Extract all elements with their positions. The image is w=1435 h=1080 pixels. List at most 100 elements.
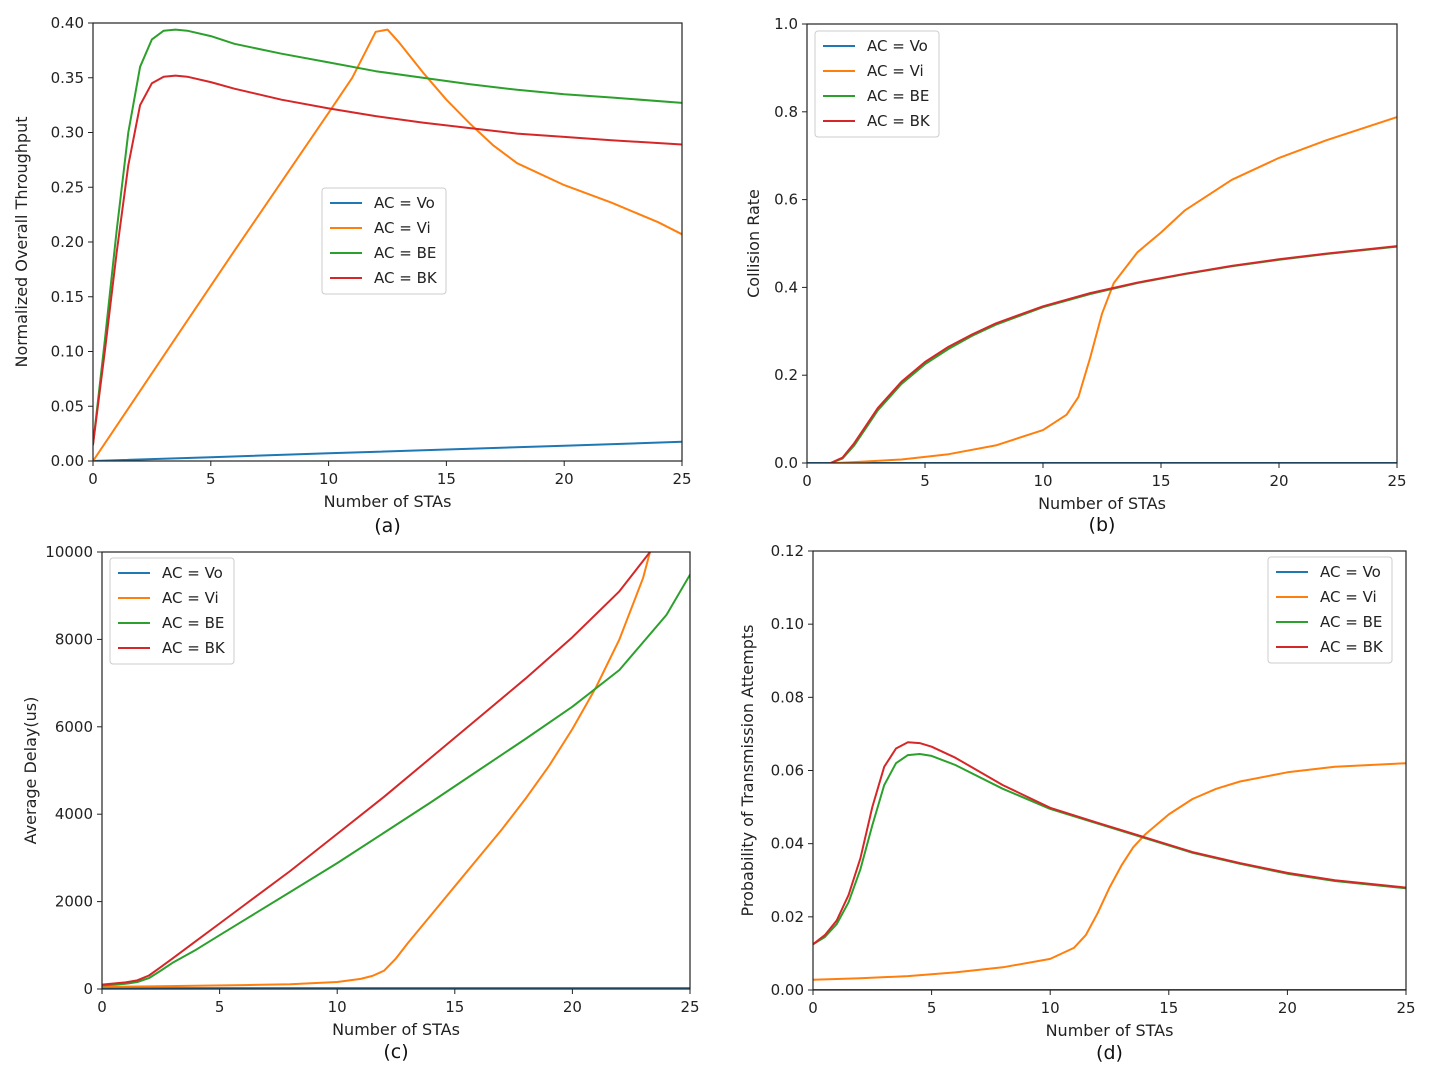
x-tick-label: 5 <box>206 470 216 488</box>
y-tick-label: 0.2 <box>774 366 798 384</box>
x-tick-label: 15 <box>445 998 464 1016</box>
legend-label: AC = Vo <box>1320 563 1381 581</box>
legend-label: AC = BE <box>374 244 436 262</box>
x-tick-label: 10 <box>328 998 347 1016</box>
x-tick-label: 20 <box>563 998 582 1016</box>
y-tick-label: 0.00 <box>771 981 804 999</box>
chart-panel-2: 0 5 10 15 20 25 0.0 0.2 0.4 0.6 0.8 1.0 Number of ST… <box>744 15 1407 536</box>
chart-panel-1: 0 5 10 15 20 25 0.00 0.05 0.10 0.15 0.20 0.25 0.30 0.… <box>12 14 692 537</box>
y-tick-label: 0.25 <box>51 178 84 196</box>
series-line-ac-be <box>93 28 682 446</box>
y-tick-label: 0 <box>83 980 93 998</box>
y-tick-label: 0.30 <box>51 124 84 142</box>
axes-frame <box>101 551 691 990</box>
series-line-ac-vi <box>834 116 1397 463</box>
x-tick-label: 25 <box>680 998 699 1016</box>
y-tick-label: 0.6 <box>774 191 798 209</box>
x-tick-label: 5 <box>920 472 930 490</box>
y-tick-label: 0.0 <box>774 454 798 472</box>
x-tick-label: 20 <box>555 470 574 488</box>
y-tick-label: 0.10 <box>51 343 84 361</box>
y-tick-label: 8000 <box>55 630 93 648</box>
legend-label: AC = BE <box>162 614 224 632</box>
legend-label: AC = Vi <box>867 62 924 80</box>
y-tick-label: 0.40 <box>51 14 84 32</box>
y-tick-label: 0.4 <box>774 278 798 296</box>
legend-box <box>321 187 447 295</box>
axes-frame <box>806 23 1398 464</box>
panel-caption: (d) <box>1096 1042 1123 1064</box>
series-line-ac-be <box>102 573 690 987</box>
x-tick-label: 10 <box>1041 999 1060 1017</box>
legend-label: AC = Vi <box>162 589 219 607</box>
x-tick-label: 10 <box>1033 472 1052 490</box>
y-tick-label: 0.06 <box>771 762 804 780</box>
y-tick-label: 0.08 <box>771 688 804 706</box>
legend-label: AC = BK <box>374 269 438 287</box>
x-axis-label: Number of STAs <box>332 1020 460 1039</box>
x-tick-label: 15 <box>1159 999 1178 1017</box>
legend-label: AC = BK <box>867 112 931 130</box>
legend: AC = Vo AC = Vi AC = BE AC = BK <box>1267 556 1393 664</box>
y-tick-label: 0.12 <box>771 542 804 560</box>
y-tick-label: 1.0 <box>774 15 798 33</box>
legend-label: AC = BE <box>867 87 929 105</box>
series-line-ac-vo <box>93 440 682 461</box>
panel-caption: (b) <box>1089 514 1116 536</box>
x-tick-label: 25 <box>1387 472 1406 490</box>
x-tick-label: 0 <box>97 998 107 1016</box>
y-tick-label: 0.00 <box>51 452 84 470</box>
legend-label: AC = Vo <box>867 37 928 55</box>
x-axis-label: Number of STAs <box>1038 494 1166 513</box>
series-line-ac-bk <box>829 245 1397 463</box>
x-tick-label: 5 <box>215 998 225 1016</box>
x-tick-label: 10 <box>319 470 338 488</box>
y-tick-label: 0.04 <box>771 835 804 853</box>
y-axis-label: Probability of Transmission Attempts <box>738 624 757 916</box>
series-line-ac-be <box>813 753 1406 946</box>
x-tick-label: 15 <box>1151 472 1170 490</box>
legend-label: AC = Vo <box>162 564 223 582</box>
y-tick-label: 10000 <box>45 543 93 561</box>
series-line-ac-bk <box>813 741 1406 946</box>
panel-caption: (a) <box>374 515 400 537</box>
series-line-ac-vi <box>813 762 1406 981</box>
series-line-ac-bk <box>93 74 682 446</box>
legend-label: AC = Vi <box>374 219 431 237</box>
plot-area <box>813 741 1406 990</box>
y-axis-label: Average Delay(us) <box>21 697 40 845</box>
y-tick-label: 6000 <box>55 718 93 736</box>
series-line-ac-be <box>829 245 1397 463</box>
y-tick-label: 0.05 <box>51 397 84 415</box>
series-line-ac-vi <box>102 552 651 988</box>
x-tick-label: 25 <box>672 470 691 488</box>
legend-box <box>109 557 235 665</box>
series-line-ac-vi <box>93 28 682 461</box>
legend: AC = Vo AC = Vi AC = BE AC = BK <box>109 557 235 665</box>
legend-label: AC = Vo <box>374 194 435 212</box>
plot-area <box>93 28 682 461</box>
x-tick-label: 20 <box>1269 472 1288 490</box>
y-tick-label: 0.10 <box>771 615 804 633</box>
y-tick-label: 0.02 <box>771 908 804 926</box>
legend-label: AC = BK <box>162 639 226 657</box>
y-tick-label: 0.8 <box>774 103 798 121</box>
legend-label: AC = Vi <box>1320 588 1377 606</box>
chart-panel-4: 0 5 10 15 20 25 0.00 0.02 0.04 0.06 0.08 0.10 0.12 Nu… <box>738 542 1416 1064</box>
y-tick-label: 0.20 <box>51 233 84 251</box>
panel-caption: (c) <box>383 1041 408 1063</box>
plot-area <box>102 552 690 989</box>
x-tick-label: 0 <box>88 470 98 488</box>
plot-area <box>807 116 1397 463</box>
y-tick-label: 0.15 <box>51 288 84 306</box>
legend-label: AC = BE <box>1320 613 1382 631</box>
x-tick-label: 15 <box>437 470 456 488</box>
legend: AC = Vo AC = Vi AC = BE AC = BK <box>814 30 940 138</box>
y-tick-label: 0.35 <box>51 69 84 87</box>
y-axis-label: Normalized Overall Throughput <box>12 116 31 367</box>
legend-box <box>814 30 940 138</box>
x-axis-label: Number of STAs <box>324 492 452 511</box>
x-axis-label: Number of STAs <box>1046 1021 1174 1040</box>
x-tick-label: 5 <box>927 999 937 1017</box>
